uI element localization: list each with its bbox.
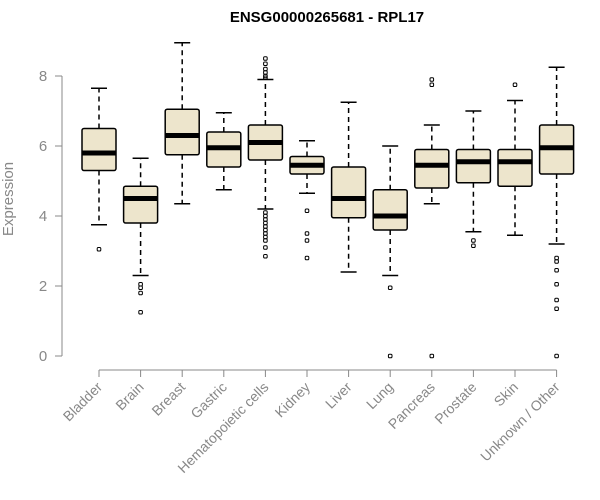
outlier-point: [96, 246, 102, 252]
outlier-point: [554, 281, 559, 287]
box-breast: [164, 42, 200, 205]
boxes-group: [81, 42, 575, 359]
iqr-box: [497, 148, 533, 187]
y-tick-label: 0: [39, 348, 47, 365]
outlier-point: [429, 353, 435, 359]
outlier-point: [554, 306, 559, 312]
box-kidney: [289, 140, 325, 261]
iqr-box: [455, 148, 492, 184]
outlier-point: [304, 231, 310, 236]
x-tick-label: Unknown / Other: [477, 379, 563, 465]
box-prostate: [455, 110, 492, 249]
x-tick-label: Brain: [112, 379, 146, 413]
outlier-point: [471, 243, 476, 249]
x-tick-label: Skin: [491, 379, 522, 410]
outlier-point: [512, 82, 518, 88]
x-tick-label: Prostate: [431, 379, 479, 427]
y-axis: 0 2 4 6 8: [39, 68, 63, 365]
x-tick-label: Bladder: [60, 379, 106, 425]
iqr-box: [81, 127, 117, 172]
box-hematopoietic-cells: [247, 56, 284, 259]
outlier-point: [138, 290, 143, 296]
iqr-box: [164, 108, 200, 156]
box-liver: [330, 101, 367, 273]
box-unknown-other: [538, 66, 575, 359]
outlier-point: [554, 353, 559, 359]
y-tick-label: 8: [39, 68, 47, 85]
box-skin: [497, 82, 533, 236]
x-tick-label: Breast: [148, 379, 188, 419]
iqr-box: [122, 185, 159, 224]
y-tick-label: 6: [39, 138, 47, 155]
y-tick-label: 2: [39, 278, 47, 295]
outlier-point: [138, 285, 143, 291]
outlier-point: [304, 208, 310, 214]
iqr-box: [372, 189, 408, 231]
outlier-point: [263, 253, 268, 259]
outlier-point: [471, 238, 476, 243]
outlier-point: [263, 61, 268, 67]
iqr-box: [330, 166, 367, 219]
box-bladder: [81, 87, 117, 252]
chart-title: ENSG00000265681 - RPL17: [230, 9, 424, 26]
box-lung: [372, 145, 408, 359]
outlier-point: [304, 255, 310, 261]
outlier-point: [263, 75, 268, 81]
x-tick-label: Kidney: [272, 379, 314, 421]
box-brain: [122, 157, 159, 315]
box-gastric: [206, 112, 242, 191]
x-tick-label: Lung: [363, 379, 396, 412]
outlier-point: [554, 267, 559, 273]
outlier-point: [387, 285, 393, 291]
outlier-point: [304, 238, 310, 243]
x-tick-label: Liver: [322, 379, 355, 412]
outlier-point: [263, 245, 268, 250]
outlier-point: [263, 56, 268, 61]
outlier-point: [429, 77, 435, 82]
y-axis-label: Expression: [0, 162, 17, 236]
outlier-point: [554, 297, 559, 303]
y-tick-label: 4: [39, 208, 47, 225]
outlier-point: [554, 259, 559, 264]
iqr-box: [414, 148, 450, 189]
outlier-point: [263, 238, 268, 243]
outlier-point: [138, 309, 143, 315]
box-pancreas: [414, 77, 450, 359]
outlier-point: [429, 82, 435, 88]
outlier-point: [387, 353, 393, 359]
